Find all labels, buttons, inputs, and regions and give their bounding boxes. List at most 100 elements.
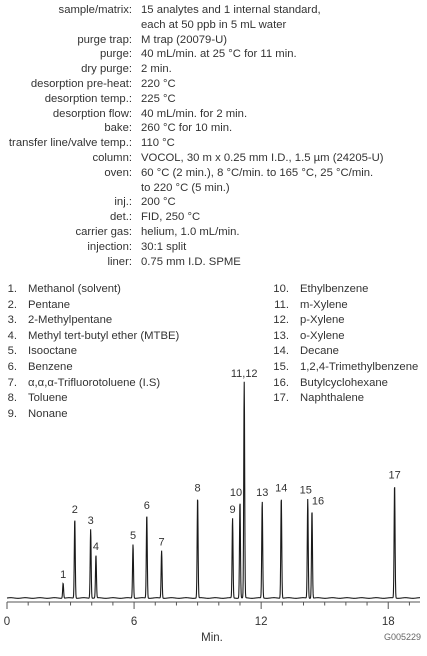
legend-compound-name: Pentane	[28, 298, 71, 311]
condition-value: 260 °C for 10 min.	[141, 122, 233, 135]
condition-row: purge trap: M trap (20079-U)	[0, 33, 427, 48]
condition-value: VOCOL, 30 m x 0.25 mm I.D., 1.5 µm (2420…	[141, 152, 384, 164]
legend-compound-name: 2-Methylpentane	[28, 314, 113, 327]
legend-compound-name: Decane	[300, 345, 339, 358]
peak-label: 13	[256, 487, 268, 499]
legend-compound-name: Methanol (solvent)	[28, 283, 121, 295]
condition-value: 2 min.	[141, 63, 172, 76]
legend-compound-name: Nonane	[28, 407, 68, 420]
peak-label: 11,12	[231, 368, 258, 380]
x-tick-label: 12	[255, 616, 268, 628]
condition-value: 225 °C	[141, 92, 176, 105]
peak-label: 8	[195, 482, 201, 494]
legend-compound-name: Ethylbenzene	[300, 283, 369, 295]
condition-row: det.: FID, 250 °C	[0, 210, 427, 225]
legend-number: 1.	[7, 283, 17, 295]
peak-label: 9	[229, 504, 235, 516]
legend-number: 14.	[273, 345, 289, 358]
x-axis-label: Min.	[201, 632, 223, 644]
peak-label: 3	[88, 515, 94, 527]
legend-number: 7.	[7, 376, 17, 389]
peak-label: 16	[312, 495, 324, 507]
legend-compound-name: 1,2,4-Trimethylbenzene	[300, 361, 419, 373]
legend-item: 5. Isooctane	[0, 344, 77, 359]
legend-number: 4.	[7, 329, 17, 342]
condition-label: purge:	[99, 48, 132, 61]
condition-value: 40 mL/min. for 2 min.	[141, 107, 248, 120]
condition-row: desorption temp.: 225 °C	[0, 92, 427, 107]
legend-item: 12. p-Xylene	[272, 313, 345, 328]
peak-label: 17	[388, 470, 400, 482]
legend-item: 13. o-Xylene	[272, 329, 345, 344]
condition-label: det.:	[110, 211, 132, 224]
legend-number: 5.	[7, 345, 17, 358]
peak-label: 6	[144, 500, 150, 512]
condition-value: 110 °C	[141, 137, 175, 150]
legend-compound-name: m-Xylene	[300, 298, 348, 311]
legend-number: 11.	[274, 298, 289, 311]
condition-label: column:	[92, 152, 132, 164]
condition-row: carrier gas: helium, 1.0 mL/min.	[0, 225, 427, 240]
condition-label: purge trap:	[77, 33, 132, 46]
condition-row: desorption pre-heat: 220 °C	[0, 77, 427, 92]
legend-number: 3.	[7, 314, 17, 327]
legend-number: 12.	[273, 314, 289, 327]
condition-row: dry purge: 2 min.	[0, 62, 427, 77]
legend-item: 2. Pentane	[0, 298, 71, 313]
condition-value: to 220 °C (5 min.)	[141, 181, 230, 194]
peak-label: 1	[60, 569, 66, 581]
condition-row: oven: 60 °C (2 min.), 8 °C/min. to 165 °C…	[0, 166, 427, 181]
condition-label: transfer line/valve temp.:	[8, 137, 132, 150]
condition-row: bake: 260 °C for 10 min.	[0, 121, 427, 136]
condition-value: 220 °C	[141, 78, 176, 90]
condition-row: to 220 °C (5 min.)	[0, 181, 427, 196]
condition-value: FID, 250 °C	[141, 211, 201, 224]
condition-label: sample/matrix:	[58, 4, 132, 16]
legend-number: 8.	[7, 392, 17, 405]
condition-value: 60 °C (2 min.), 8 °C/min. to 165 °C, 25 …	[141, 166, 374, 179]
legend-compound-name: p-Xylene	[300, 314, 345, 327]
condition-value: 40 mL/min. at 25 °C for 11 min.	[141, 48, 297, 61]
legend-compound-name: o-Xylene	[300, 329, 345, 342]
condition-label: liner:	[107, 255, 133, 268]
condition-label: injection:	[87, 240, 132, 253]
condition-row: sample/matrix: 15 analytes and 1 internal…	[0, 3, 427, 18]
condition-label: bake:	[104, 122, 132, 135]
condition-row: injection: 30:1 split	[0, 240, 427, 255]
condition-row: each at 50 ppb in 5 mL water	[0, 18, 427, 33]
legend-compound-name: Butylcyclohexane	[300, 376, 388, 389]
condition-label: inj.:	[114, 196, 132, 209]
condition-value: 0.75 mm I.D. SPME	[141, 255, 241, 268]
condition-label: oven:	[104, 166, 132, 179]
legend-compound-name: Toluene	[28, 392, 68, 405]
condition-row: purge: 40 mL/min. at 25 °C for 11 min.	[0, 47, 427, 62]
legend-item: 17. Naphthalene	[272, 391, 364, 406]
condition-value: 200 °C	[141, 196, 176, 209]
condition-value: 30:1 split	[141, 240, 187, 253]
legend-item: 10. Ethylbenzene	[272, 282, 368, 297]
peak-label: 15	[300, 485, 312, 497]
x-tick-label: 6	[131, 616, 137, 628]
legend-number: 13.	[273, 329, 289, 342]
legend-item: 14. Decane	[272, 344, 339, 359]
peak-label: 14	[275, 482, 287, 494]
legend-number: 10.	[273, 283, 289, 295]
condition-label: desorption temp.:	[44, 92, 132, 105]
chromatogram-trace	[6, 381, 420, 599]
legend-item: 15. 1,2,4-Trimethylbenzene	[272, 360, 418, 375]
condition-label: dry purge:	[81, 63, 132, 76]
legend-number: 9.	[7, 407, 17, 420]
condition-row: inj.: 200 °C	[0, 195, 427, 210]
figure-code: G005229	[383, 632, 421, 642]
condition-row: transfer line/valve temp.: 110 °C	[0, 136, 427, 151]
legend-item: 9. Nonane	[0, 407, 68, 422]
legend-item: 11. m-Xylene	[272, 298, 348, 313]
condition-value: helium, 1.0 mL/min.	[141, 226, 240, 238]
legend-number: 6.	[7, 361, 17, 373]
legend-number: 16.	[273, 376, 289, 389]
condition-value: M trap (20079-U)	[141, 33, 228, 46]
peak-label: 2	[72, 504, 78, 516]
legend-item: 7. α,α,α-Trifluorotoluene (I.S)	[0, 376, 161, 391]
condition-row: liner: 0.75 mm I.D. SPME	[0, 255, 427, 270]
